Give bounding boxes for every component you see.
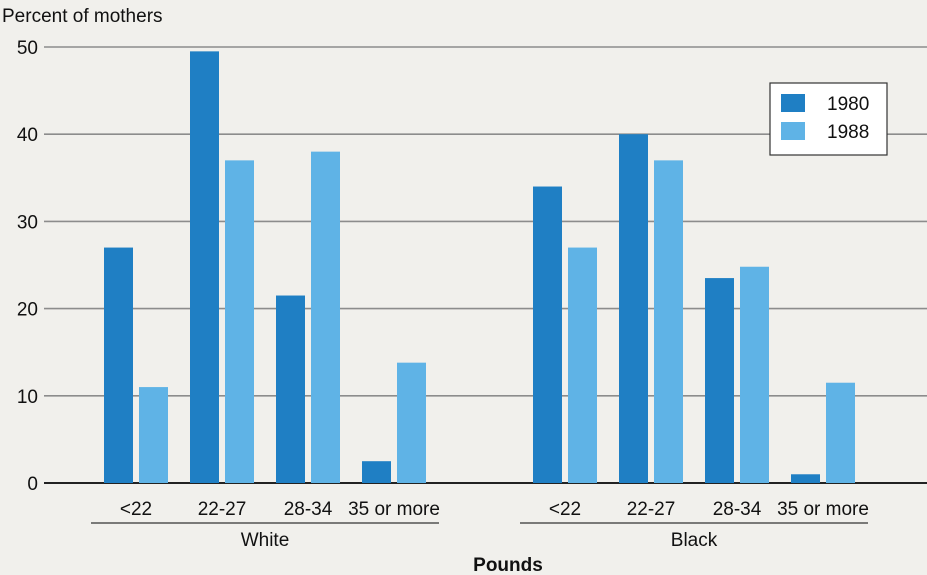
legend: 1980 1988 [769, 82, 888, 156]
bar-black-1980 [533, 186, 562, 483]
y-tick-label: 20 [17, 300, 38, 321]
category-label: 35 or more [777, 499, 869, 520]
bar-black-1988 [740, 266, 769, 483]
bar-black-1980 [705, 278, 734, 483]
bar-black-1988 [826, 382, 855, 483]
bar-white-1988 [139, 387, 168, 483]
y-tick-label: 0 [27, 474, 38, 495]
category-label: <22 [120, 499, 152, 520]
bar-white-1980 [104, 247, 133, 483]
bar-white-1988 [397, 362, 426, 483]
bar-black-1988 [654, 160, 683, 484]
y-axis-label: Percent of mothers [2, 6, 163, 27]
bar-black-1980 [791, 474, 820, 483]
category-label: 22-27 [627, 499, 676, 520]
category-label: 28-34 [713, 499, 762, 520]
bar-white-1988 [225, 160, 254, 484]
legend-box [769, 82, 888, 156]
legend-swatch [781, 94, 805, 112]
bar-white-1980 [190, 51, 219, 484]
y-tick-label: 10 [17, 387, 38, 408]
y-tick-label: 40 [17, 125, 38, 146]
x-axis-label: Pounds [473, 555, 543, 575]
bar-black-1980 [619, 134, 648, 483]
group-label: Black [671, 530, 718, 551]
y-tick-label: 30 [17, 212, 38, 233]
bar-black-1988 [568, 247, 597, 483]
category-label: 35 or more [348, 499, 440, 520]
x-axis-labels: <22 22-27 28-34 35 or more White <22 22-27 28-3… [91, 499, 869, 551]
bars [104, 51, 855, 484]
bar-white-1980 [276, 295, 305, 483]
group-label: White [241, 530, 290, 551]
bar-white-1988 [311, 151, 340, 483]
y-axis-ticks: 0 10 20 30 40 50 [17, 38, 38, 495]
category-label: <22 [549, 499, 581, 520]
y-tick-label: 50 [17, 38, 38, 59]
bar-white-1980 [362, 461, 391, 483]
legend-label: 1980 [827, 94, 869, 115]
legend-swatch [781, 122, 805, 140]
category-label: 22-27 [198, 499, 247, 520]
legend-label: 1988 [827, 122, 869, 143]
category-label: 28-34 [284, 499, 333, 520]
